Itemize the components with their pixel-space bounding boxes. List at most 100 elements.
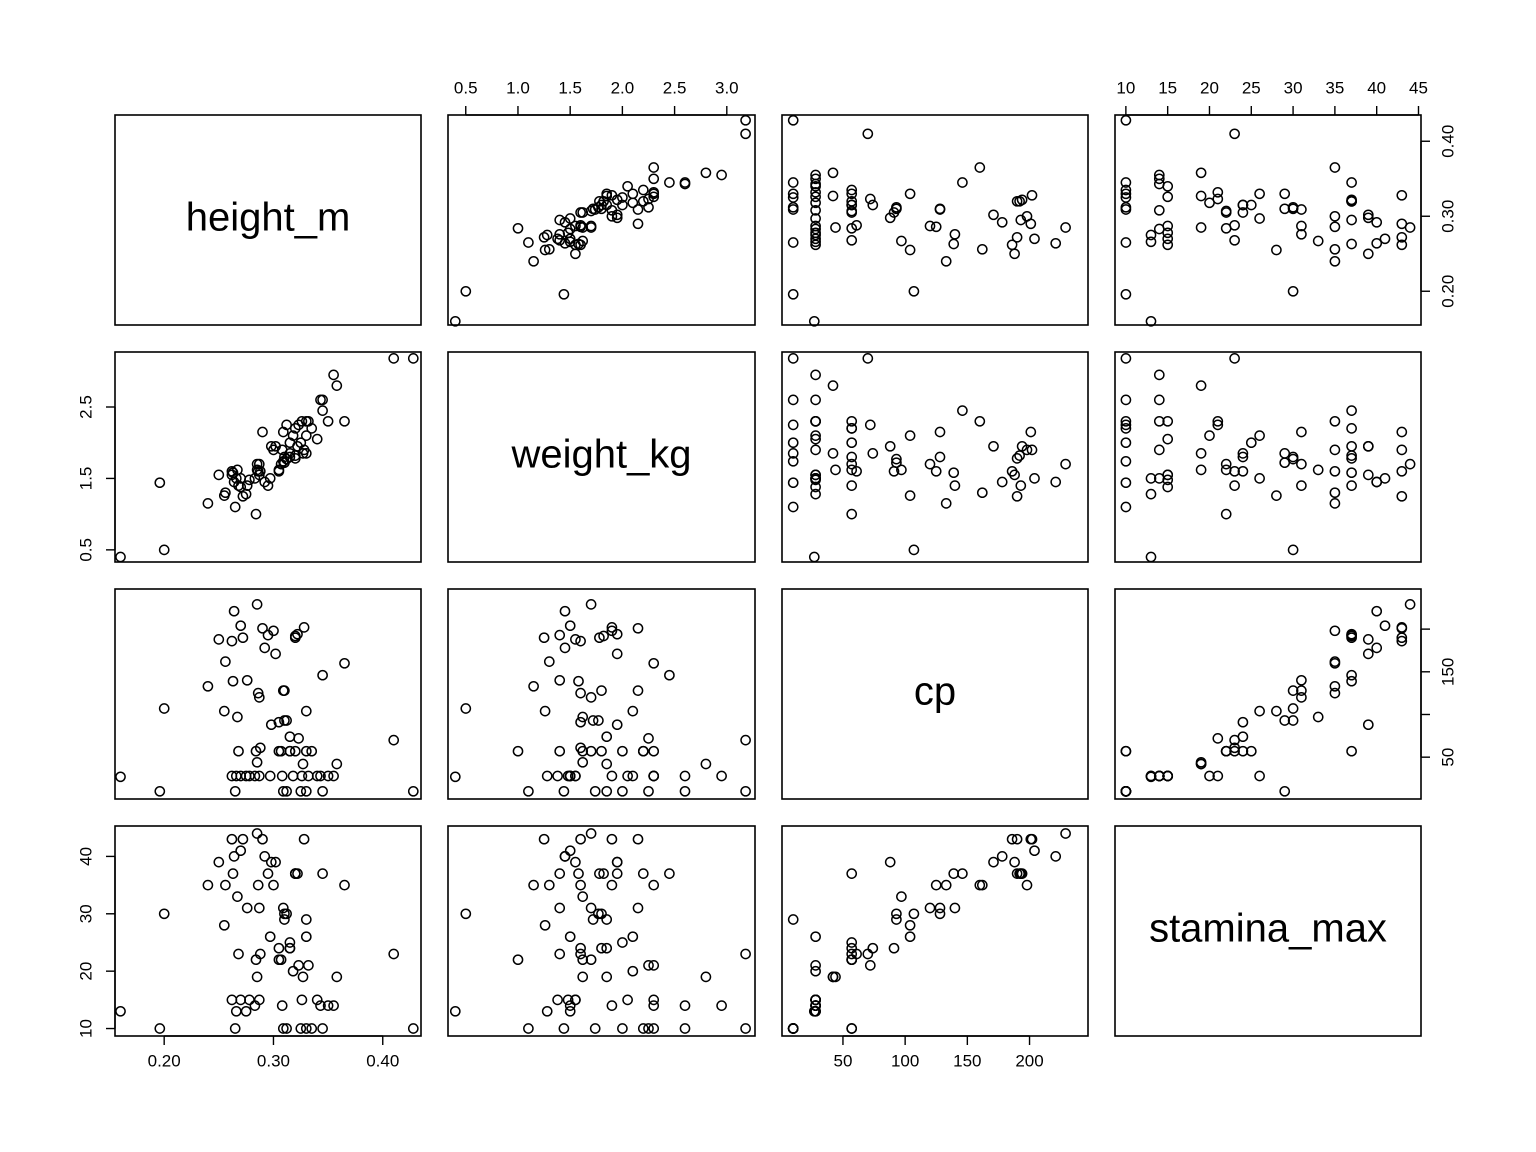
point-15-cp-vs-height_m [235, 620, 247, 632]
point-48-stamina_max-vs-cp [867, 942, 879, 954]
point-65-weight_kg-vs-cp [810, 394, 821, 406]
point-48-cp-vs-weight_kg [601, 731, 613, 743]
point-58-height_m-vs-cp [1026, 189, 1038, 201]
point-38-cp-vs-stamina_max [1220, 745, 1232, 757]
point-71-weight_kg-vs-cp [974, 415, 986, 427]
top-axis-weight_kg-tick-label: 3.0 [715, 78, 739, 97]
point-48-cp-vs-height_m [284, 731, 296, 743]
point-3-weight_kg-vs-stamina_max [1329, 498, 1341, 509]
point-22-cp-vs-weight_kg [512, 745, 524, 757]
point-1-height_m-vs-weight_kg [558, 288, 570, 300]
point-72-weight_kg-vs-stamina_max [1229, 353, 1240, 364]
point-24-stamina_max-vs-height_m [251, 828, 263, 839]
point-50-height_m-vs-weight_kg [594, 195, 605, 207]
point-44-stamina_max-vs-height_m [281, 908, 292, 920]
point-71-height_m-vs-stamina_max [1329, 162, 1341, 173]
point-71-stamina_max-vs-weight_kg [648, 879, 660, 891]
point-32-cp-vs-stamina_max [1254, 770, 1265, 782]
point-40-cp-vs-weight_kg [589, 785, 601, 797]
point-62-stamina_max-vs-cp [810, 960, 821, 971]
point-19-height_m-vs-stamina_max [1296, 228, 1307, 240]
right-axis-height_m-tick-label: 0.30 [1438, 200, 1457, 233]
point-35-stamina_max-vs-cp [988, 856, 999, 868]
point-47-height_m-vs-stamina_max [1245, 199, 1257, 211]
point-64-height_m-vs-weight_kg [622, 180, 633, 192]
var-label-height_m: height_m [186, 196, 351, 240]
point-55-cp-vs-height_m [295, 785, 307, 797]
point-70-weight_kg-vs-cp [827, 380, 839, 391]
point-36-stamina_max-vs-height_m [273, 942, 285, 954]
point-70-height_m-vs-cp [827, 167, 839, 179]
panel-stamina_max-vs-weight_kg [447, 825, 756, 1037]
point-42-height_m-vs-weight_kg [587, 203, 599, 215]
point-70-cp-vs-stamina_max [1195, 758, 1207, 770]
panel-height_m-vs-height_m [114, 114, 422, 326]
top-axis-stamina_max: 10 15 20 25 30 35 40 45 [1116, 78, 1428, 116]
point-14-stamina_max-vs-cp [846, 948, 858, 960]
point-14-height_m-vs-cp [846, 234, 858, 246]
point-57-weight_kg-vs-stamina_max [1195, 448, 1207, 459]
point-15-stamina_max-vs-height_m [235, 845, 247, 857]
point-63-height_m-vs-cp [846, 184, 858, 196]
point-63-stamina_max-vs-weight_kg [637, 1023, 649, 1034]
point-0-weight_kg-vs-stamina_max [1145, 551, 1157, 563]
point-16-height_m-vs-stamina_max [1162, 233, 1174, 245]
point-38-stamina_max-vs-weight_kg [585, 954, 597, 966]
top-axis-stamina_max-tick-label: 45 [1409, 78, 1428, 97]
point-67-height_m-vs-cp [787, 177, 799, 188]
point-15-cp-vs-stamina_max [1379, 620, 1391, 632]
point-4-weight_kg-vs-stamina_max [1362, 469, 1374, 481]
point-52-height_m-vs-cp [1014, 195, 1025, 207]
point-0-stamina_max-vs-height_m [115, 1005, 126, 1017]
point-27-stamina_max-vs-cp [924, 902, 936, 914]
point-58-stamina_max-vs-height_m [298, 833, 310, 845]
point-48-weight_kg-vs-cp [867, 448, 879, 459]
point-35-weight_kg-vs-cp [988, 440, 999, 452]
point-28-cp-vs-height_m [254, 742, 266, 754]
point-66-cp-vs-stamina_max [1346, 669, 1357, 681]
point-70-cp-vs-height_m [331, 758, 343, 770]
point-64-weight_kg-vs-cp [810, 433, 821, 445]
point-50-weight_kg-vs-stamina_max [1346, 453, 1357, 464]
point-36-cp-vs-stamina_max [1237, 716, 1249, 728]
panel-stamina_max-vs-cp [781, 825, 1089, 1037]
point-49-weight_kg-vs-cp [810, 430, 821, 441]
point-63-cp-vs-weight_kg [637, 745, 649, 757]
point-29-weight_kg-vs-cp [1025, 426, 1037, 438]
point-26-height_m-vs-stamina_max [1162, 220, 1174, 232]
point-58-weight_kg-vs-stamina_max [1396, 444, 1408, 456]
point-59-height_m-vs-stamina_max [1120, 188, 1132, 200]
top-axis-stamina_max-tick-label: 25 [1242, 78, 1261, 97]
point-61-height_m-vs-cp [904, 188, 916, 200]
point-29-height_m-vs-stamina_max [1396, 218, 1408, 230]
point-31-cp-vs-weight_kg [554, 629, 566, 641]
point-30-height_m-vs-cp [996, 216, 1008, 228]
point-73-stamina_max-vs-height_m [407, 1023, 419, 1034]
point-5-stamina_max-vs-cp [904, 919, 916, 931]
point-36-stamina_max-vs-cp [888, 942, 900, 954]
point-25-weight_kg-vs-stamina_max [1329, 465, 1341, 477]
point-64-stamina_max-vs-weight_kg [622, 994, 633, 1006]
point-2-height_m-vs-weight_kg [460, 285, 472, 297]
point-5-height_m-vs-stamina_max [1271, 244, 1282, 256]
top-axis-weight_kg-tick-label: 2.5 [663, 78, 687, 97]
point-13-weight_kg-vs-cp [896, 464, 907, 476]
point-12-height_m-vs-stamina_max [1145, 236, 1157, 248]
point-9-weight_kg-vs-cp [948, 467, 960, 479]
point-73-height_m-vs-weight_kg [740, 114, 751, 126]
point-28-height_m-vs-stamina_max [1229, 219, 1240, 231]
point-34-height_m-vs-stamina_max [1329, 210, 1341, 222]
point-35-height_m-vs-stamina_max [1362, 209, 1374, 221]
point-44-stamina_max-vs-weight_kg [593, 908, 604, 920]
point-37-cp-vs-weight_kg [577, 745, 589, 757]
right-axis-height_m: 0.20 0.30 0.40 [1420, 125, 1457, 308]
point-55-height_m-vs-weight_kg [617, 192, 628, 203]
point-32-height_m-vs-cp [810, 213, 821, 224]
var-label-weight_kg: weight_kg [510, 433, 691, 477]
point-25-weight_kg-vs-cp [930, 465, 942, 477]
point-30-weight_kg-vs-stamina_max [1371, 476, 1383, 488]
point-14-stamina_max-vs-weight_kg [554, 948, 566, 960]
point-33-height_m-vs-stamina_max [1362, 212, 1374, 224]
point-55-cp-vs-weight_kg [617, 785, 628, 797]
point-20-stamina_max-vs-weight_kg [562, 994, 574, 1006]
